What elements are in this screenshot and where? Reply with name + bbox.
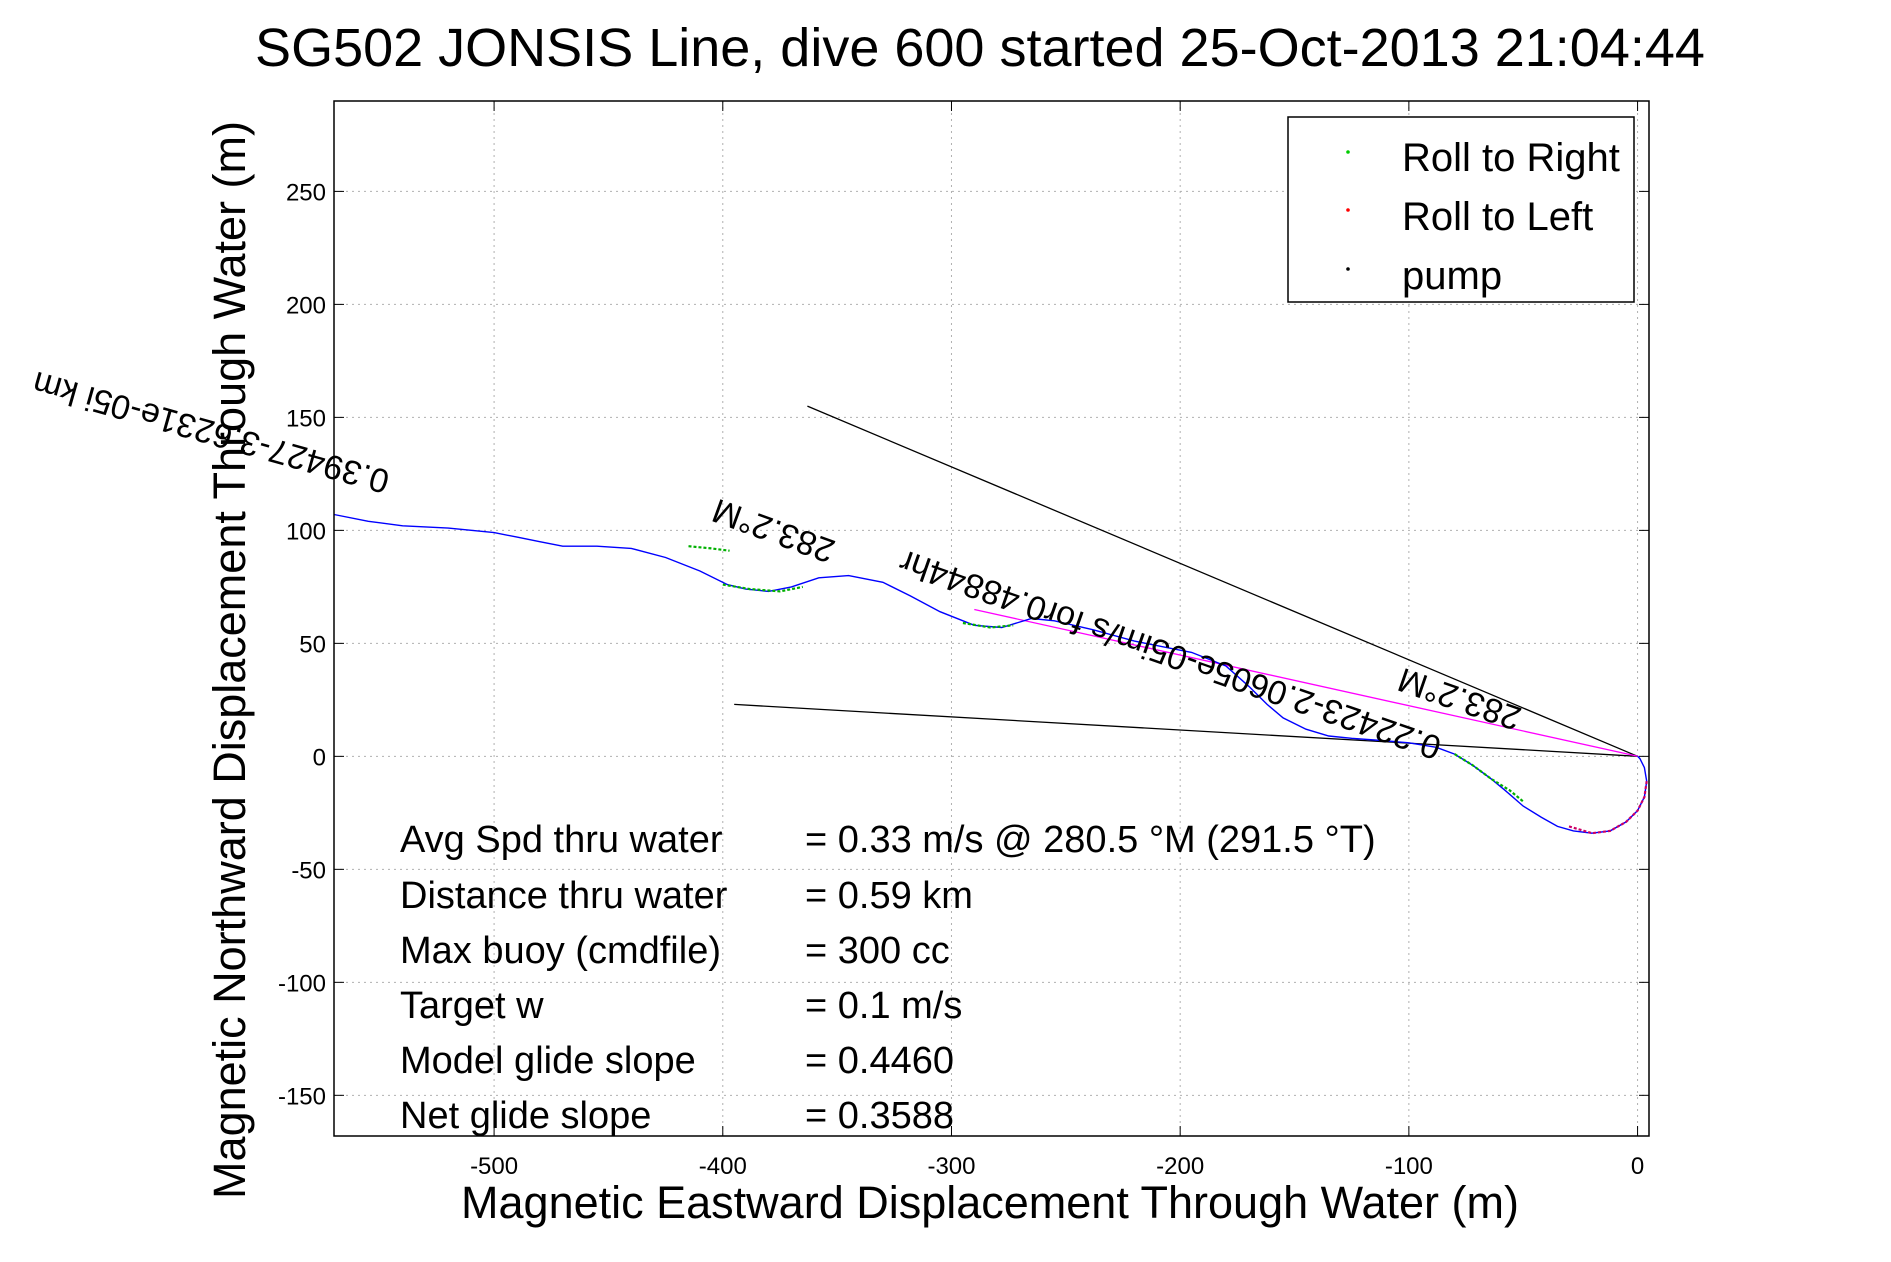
legend-box [1287, 116, 1635, 303]
legend-label-pump: pump [1402, 254, 1502, 298]
legend: Roll to Right Roll to Left pump [1287, 116, 1635, 303]
wind-line-1 [807, 405, 1638, 757]
y-tick-label: -100 [278, 970, 326, 997]
roll-right-segment [962, 621, 1014, 629]
stats-block: Avg Spd thru water = 0.33 m/s @ 280.5 °M… [400, 819, 1376, 1137]
roll-right-segment [688, 545, 730, 552]
stat-label-max-buoy: Max buoy (cmdfile) [400, 930, 721, 972]
legend-label-roll-right: Roll to Right [1402, 136, 1620, 180]
x-tick-label: -100 [1385, 1153, 1433, 1180]
stat-label-distance: Distance thru water [400, 875, 728, 917]
roll-left-segment [1568, 781, 1648, 835]
x-axis-label: Magnetic Eastward Displacement Through W… [461, 1177, 1519, 1228]
stat-label-model-glide: Model glide slope [400, 1040, 696, 1082]
stat-label-net-glide: Net glide slope [400, 1095, 651, 1137]
heading-line [974, 608, 1638, 757]
chart-title: SG502 JONSIS Line, dive 600 started 25-O… [255, 18, 1705, 78]
stat-value-net-glide: = 0.3588 [805, 1095, 954, 1137]
roll-right-segment [722, 583, 804, 593]
y-tick-label: -150 [278, 1083, 326, 1110]
stat-label-avg-speed: Avg Spd thru water [400, 819, 723, 861]
y-tick-label: 100 [286, 518, 326, 545]
legend-label-roll-left: Roll to Left [1402, 195, 1593, 239]
x-tick-label: -200 [1156, 1153, 1204, 1180]
axes-frame [333, 100, 1650, 1137]
x-tick-label: -300 [927, 1153, 975, 1180]
y-axis-label: Magnetic Northward Displacement Through … [204, 121, 255, 1199]
stat-value-avg-speed: = 0.33 m/s @ 280.5 °M (291.5 °T) [805, 819, 1376, 861]
stat-value-model-glide: = 0.4460 [805, 1040, 954, 1082]
legend-marker-pump [1346, 267, 1350, 271]
stat-value-max-buoy: = 300 cc [805, 930, 950, 972]
x-tick-label: -400 [699, 1153, 747, 1180]
stat-value-target-w: = 0.1 m/s [805, 985, 962, 1027]
y-tick-label: -50 [291, 857, 326, 884]
stat-label-target-w: Target w [400, 985, 544, 1027]
y-tick-label: 250 [286, 179, 326, 206]
stat-value-distance: = 0.59 km [805, 875, 973, 917]
legend-marker-roll-left [1346, 208, 1350, 212]
roll-right-segment [1454, 753, 1524, 803]
x-tick-label: 0 [1631, 1153, 1644, 1180]
track-line [333, 513, 1648, 834]
y-tick-label: 200 [286, 292, 326, 319]
x-tick-label: -500 [470, 1153, 518, 1180]
y-tick-label: 0 [313, 744, 326, 771]
wind-line-2 [734, 703, 1638, 757]
y-tick-label: 150 [286, 405, 326, 432]
y-tick-label: 50 [299, 631, 326, 658]
legend-marker-roll-right [1346, 150, 1350, 154]
